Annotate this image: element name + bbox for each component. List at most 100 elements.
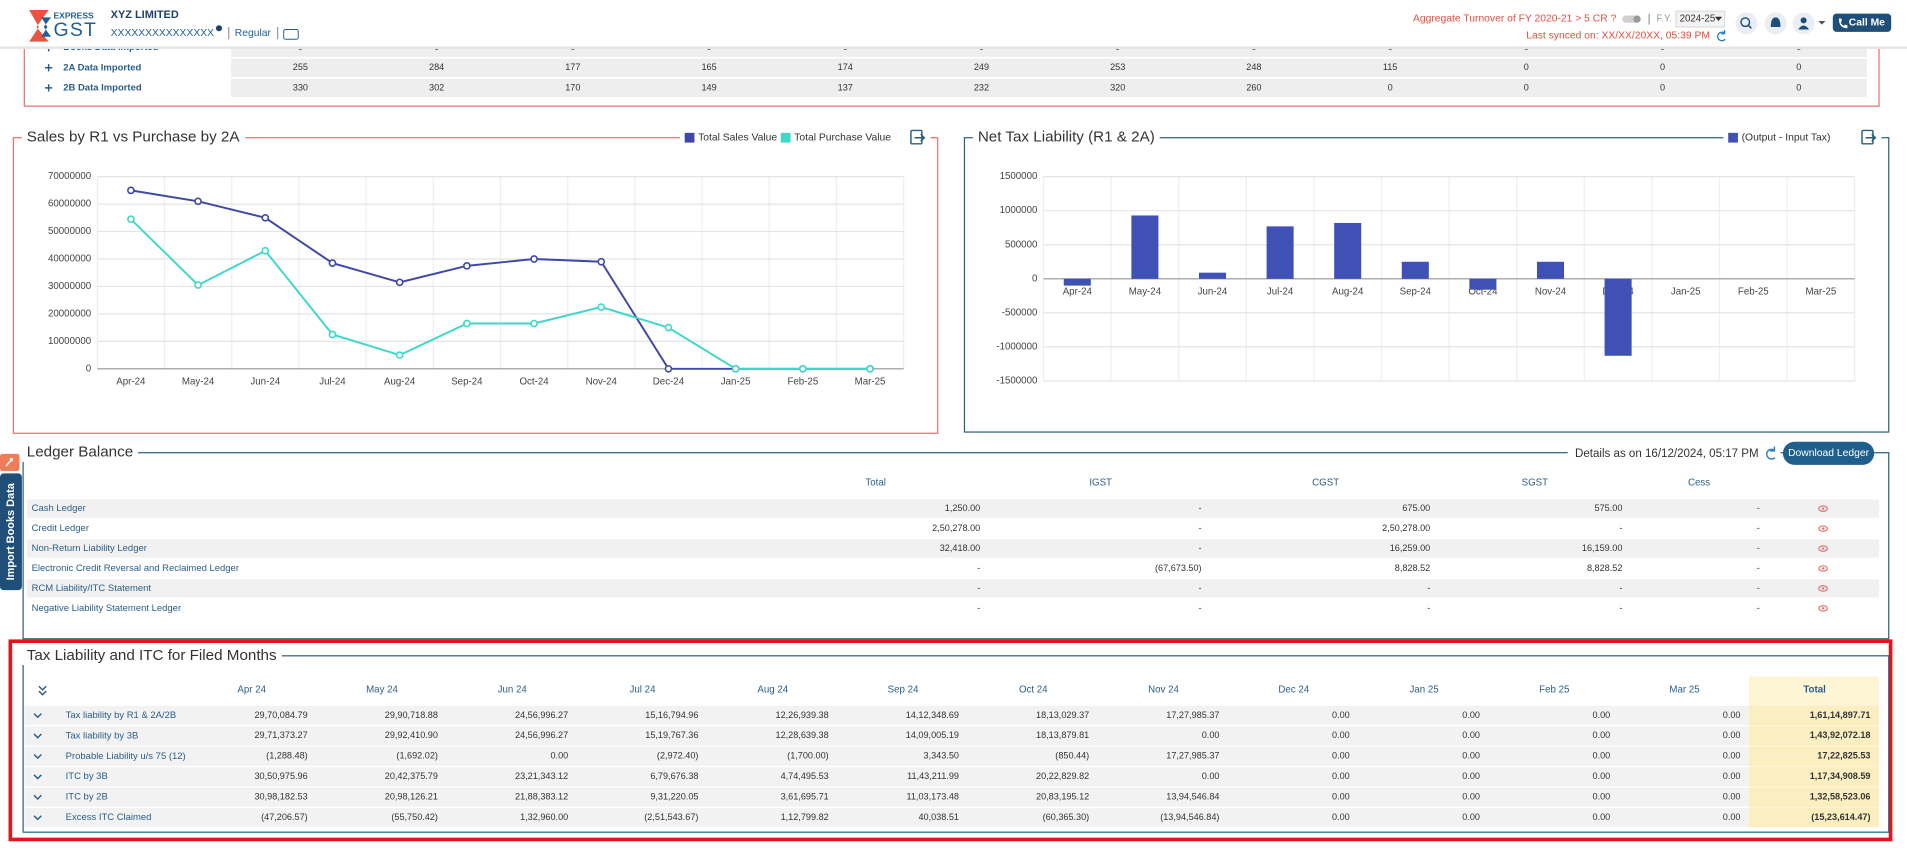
- x-tick-label: Sep-24: [1400, 287, 1432, 298]
- view-icon-pupil: [1821, 507, 1825, 510]
- tax-row-label[interactable]: ITC by 2B: [66, 792, 108, 803]
- ledger-value: -: [1199, 603, 1202, 613]
- collapse-icon[interactable]: [33, 713, 42, 719]
- import-value: 177: [565, 62, 580, 72]
- tax-value: 0.00: [1593, 710, 1611, 720]
- ledger-row-bg: [26, 599, 1880, 618]
- toggle-knob: [1633, 15, 1641, 23]
- ledger-row-label[interactable]: Non-Return Liability Ledger: [32, 543, 147, 554]
- label-backdrop: [21, 442, 139, 462]
- legend-swatch[interactable]: [780, 132, 791, 143]
- tax-column-header: Feb 25: [1539, 684, 1569, 695]
- refresh-icon[interactable]: [1765, 446, 1776, 460]
- tax-row-label[interactable]: ITC by 3B: [66, 771, 108, 782]
- download-button[interactable]: [1782, 441, 1875, 465]
- label-backdrop: [21, 127, 246, 147]
- data-point: [530, 319, 538, 328]
- user-body: [1798, 25, 1810, 30]
- x-tick-label: Jul-24: [319, 377, 346, 388]
- ledger-value: 8,828.52: [1587, 563, 1622, 573]
- logo-mark-blue: [41, 17, 52, 37]
- call-button-label[interactable]: Call Me: [1849, 18, 1885, 29]
- tax-value: 0.00: [1462, 792, 1480, 802]
- tax-value: 23,21,343.12: [515, 771, 568, 781]
- view-icon-pupil: [1821, 607, 1825, 610]
- header: [0, 0, 1907, 47]
- collapse-all-icon[interactable]: [38, 685, 47, 696]
- view-icon[interactable]: [1818, 505, 1828, 512]
- view-icon[interactable]: [1818, 565, 1828, 572]
- info-icon[interactable]: [215, 25, 223, 32]
- tax-value: 1,17,34,908.59: [1810, 771, 1871, 781]
- bar: [1063, 278, 1091, 286]
- export-arrow: [914, 133, 926, 142]
- ledger-row-label[interactable]: Electronic Credit Reversal and Reclaimed…: [32, 563, 239, 574]
- tax-row-label[interactable]: Probable Liability u/s 75 (12): [66, 751, 186, 762]
- expand-icon[interactable]: [44, 64, 53, 72]
- legend-label[interactable]: Total Purchase Value: [794, 132, 891, 143]
- header-icon-button[interactable]: [1735, 12, 1758, 35]
- data-point: [328, 259, 337, 267]
- y-tick-label: 1500000: [1000, 171, 1038, 182]
- x-tick-label: Sep-24: [451, 377, 483, 388]
- tax-value: 0.00: [1332, 710, 1350, 720]
- collapse-icon[interactable]: [33, 815, 42, 821]
- legend-label[interactable]: Total Sales Value: [698, 132, 777, 143]
- x-tick-label: Feb-25: [787, 377, 818, 388]
- y-tick-label: 30000000: [48, 281, 92, 292]
- collapse-icon[interactable]: [33, 794, 42, 800]
- tax-value: 1,32,960.00: [520, 812, 568, 822]
- tax-row-label[interactable]: Excess ITC Claimed: [66, 812, 152, 823]
- tax-value: 3,61,695.71: [781, 792, 829, 802]
- tax-value: 20,83,195.12: [1036, 792, 1089, 802]
- tax-column-header: Oct 24: [1019, 684, 1048, 695]
- ledger-row-label[interactable]: RCM Liability/ITC Statement: [32, 583, 152, 594]
- legend-swatch[interactable]: [1728, 132, 1738, 143]
- view-icon-pupil: [1821, 587, 1825, 590]
- legend-label[interactable]: (Output - Input Tax): [1742, 132, 1831, 143]
- import-value: 0: [1524, 82, 1529, 92]
- data-point: [395, 351, 404, 359]
- imports-row-bg: [231, 58, 1867, 77]
- chart-title: Sales by R1 vs Purchase by 2A: [27, 129, 241, 146]
- y-tick-label: -500000: [1002, 307, 1038, 318]
- expand-icon[interactable]: [44, 84, 53, 92]
- data-point: [463, 319, 471, 328]
- data-point: [127, 215, 135, 224]
- download-button-label[interactable]: Download Ledger: [1788, 448, 1870, 459]
- view-icon[interactable]: [1818, 525, 1828, 532]
- tax-value: 0.00: [1593, 792, 1611, 802]
- tax-row-label[interactable]: Tax liability by R1 & 2A/2B: [66, 710, 177, 721]
- ledger-row-label[interactable]: Cash Ledger: [32, 503, 86, 514]
- tax-value: 0.00: [1462, 812, 1480, 822]
- side-tab[interactable]: [0, 473, 22, 591]
- x-tick-label: May-24: [1129, 287, 1162, 298]
- collapse-icon[interactable]: [33, 753, 42, 760]
- tax-row-label[interactable]: Tax liability by 3B: [66, 730, 139, 741]
- tax-column-header: Aug 24: [757, 684, 788, 695]
- fy-value[interactable]: 2024-25: [1680, 14, 1716, 25]
- tax-value: 0.00: [1332, 812, 1350, 822]
- ledger-value: -: [1619, 523, 1622, 533]
- legend-swatch[interactable]: [684, 132, 695, 143]
- view-icon[interactable]: [1818, 585, 1828, 592]
- tax-value: 0.00: [1723, 730, 1741, 740]
- sync-icon[interactable]: [1717, 30, 1726, 42]
- import-value: 255: [293, 62, 308, 72]
- view-icon[interactable]: [1818, 545, 1828, 552]
- tax-value: 18,13,029.37: [1036, 710, 1089, 720]
- ledger-row-label[interactable]: Negative Liability Statement Ledger: [32, 603, 181, 614]
- side-tab-label[interactable]: Import Books Data: [5, 482, 17, 580]
- ledger-row-label[interactable]: Credit Ledger: [32, 523, 89, 534]
- collapse-icon[interactable]: [33, 774, 42, 780]
- fy-select[interactable]: [1675, 10, 1726, 28]
- gstn-badge: [283, 28, 299, 40]
- view-icon[interactable]: [1818, 605, 1828, 612]
- bar: [1334, 222, 1362, 279]
- view-icon-pupil: [1821, 547, 1825, 550]
- tax-column-header: Apr 24: [237, 684, 266, 695]
- collapse-icon[interactable]: [33, 733, 42, 739]
- import-value: 0: [1660, 62, 1665, 72]
- ledger-details: Details as on 16/12/2024, 05:17 PM: [1575, 448, 1759, 460]
- x-tick-label: Apr-24: [1063, 287, 1093, 298]
